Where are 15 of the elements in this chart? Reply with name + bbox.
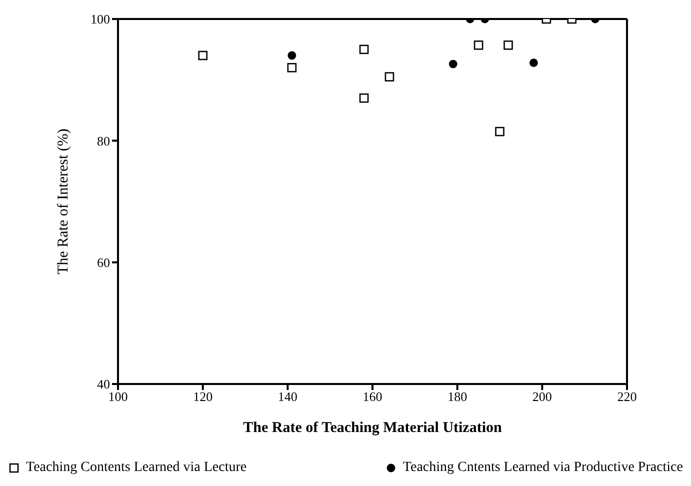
y-axis-title: The Rate of Interest (%) (55, 128, 72, 274)
x-tick-label: 100 (108, 389, 128, 404)
x-tick-label: 120 (193, 389, 213, 404)
x-tick-label: 140 (278, 389, 298, 404)
x-axis-title: The Rate of Teaching Material Utization (243, 420, 503, 436)
x-tick-label: 200 (532, 389, 552, 404)
x-tick-label: 180 (448, 389, 468, 404)
y-tick-label: 100 (90, 12, 110, 27)
y-tick-label: 80 (97, 133, 110, 148)
x-tick-label: 220 (617, 389, 637, 404)
legend-label: Teaching Cntents Learned via Productive Practice (402, 460, 683, 476)
y-tick-label: 60 (97, 254, 110, 270)
legend-label: Teaching Contents Learned via Lecture (25, 460, 247, 476)
y-tick-label: 40 (97, 376, 110, 392)
x-tick-label: 160 (362, 389, 382, 404)
